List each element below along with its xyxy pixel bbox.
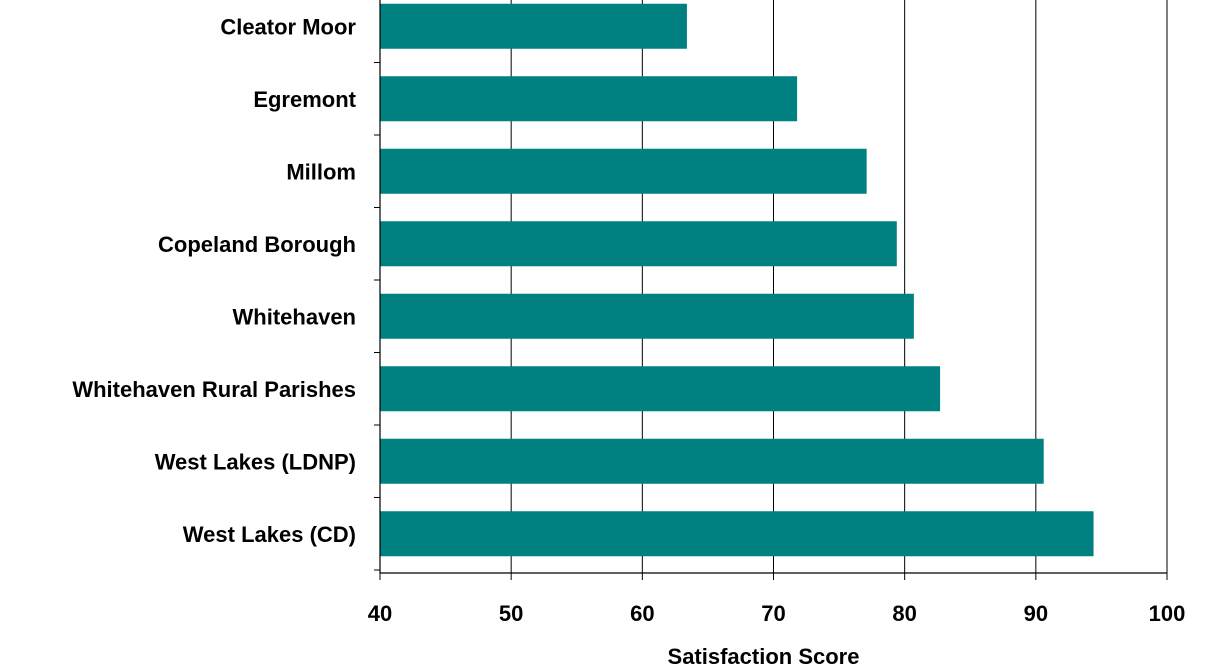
axes [374,0,1168,580]
x-tick-labels: 40 50 60 70 80 90 100 [368,601,1186,626]
category-label: West Lakes (CD) [183,522,356,547]
category-label: Copeland Borough [158,232,356,257]
category-label: Cleator Moor [220,14,356,39]
x-tick-label-70: 70 [761,601,785,626]
bar-egremont [380,76,798,122]
x-tick-label-60: 60 [630,601,654,626]
bar-whitehaven-rural-parishes [380,366,941,412]
category-label: West Lakes (LDNP) [155,449,356,474]
x-tick-label-90: 90 [1024,601,1048,626]
x-tick-label-100: 100 [1149,601,1186,626]
category-label: Egremont [253,87,356,112]
category-label: Whitehaven Rural Parishes [72,377,356,402]
x-tick-label-40: 40 [368,601,392,626]
bar-copeland-borough [380,221,897,267]
x-tick-label-50: 50 [499,601,523,626]
x-tick-label-80: 80 [892,601,916,626]
category-label: Millom [286,159,356,184]
bar-cleator-moor [380,3,687,49]
category-labels: Cleator Moor Egremont Millom Copeland Borou… [72,14,356,547]
bar-west-lakes-cd [380,511,1094,557]
bar-west-lakes-ldnp [380,438,1044,484]
x-axis-title: Satisfaction Score [668,644,860,665]
category-label: Whitehaven [233,304,356,329]
bars [380,3,1094,557]
bar-millom [380,148,867,194]
bar-whitehaven [380,293,914,339]
